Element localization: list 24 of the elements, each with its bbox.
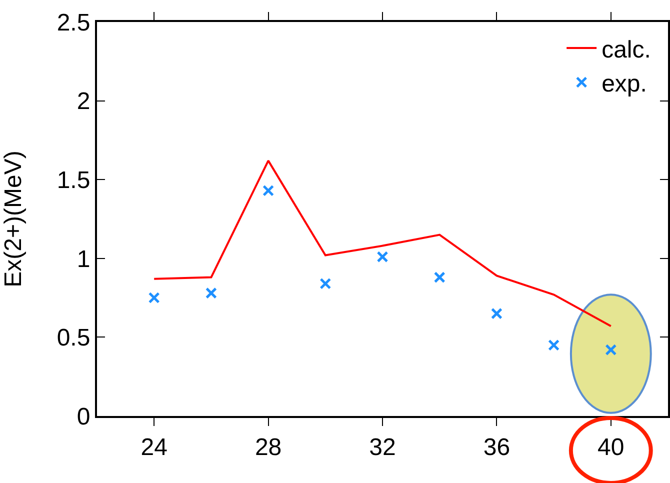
point [148,292,160,304]
point [262,184,274,196]
point [376,251,388,263]
point [320,278,332,290]
y-tick-label: 0 [76,403,90,430]
x-tick-label: 40 [598,434,624,461]
point [205,287,217,299]
y-tick-label: 0.5 [56,324,90,352]
x-tick-label: 32 [369,434,396,461]
point [605,344,617,356]
x-tick-label: 36 [483,434,510,461]
y-tick-label: 2.5 [56,9,90,36]
x-tick-label: 24 [140,434,168,461]
line-series [153,160,612,328]
point [548,339,560,351]
y-tick-label: 1.5 [56,167,90,194]
y-axis-title: Ex(2+)(MeV) [0,150,27,288]
point [490,308,502,320]
x-tick-label: 28 [254,434,282,461]
legend-label: calc. [602,36,651,64]
legend-label: exp. [602,70,647,98]
y-tick-label: 1 [76,246,90,273]
y-tick-label: 2 [76,88,90,116]
point [434,272,446,284]
